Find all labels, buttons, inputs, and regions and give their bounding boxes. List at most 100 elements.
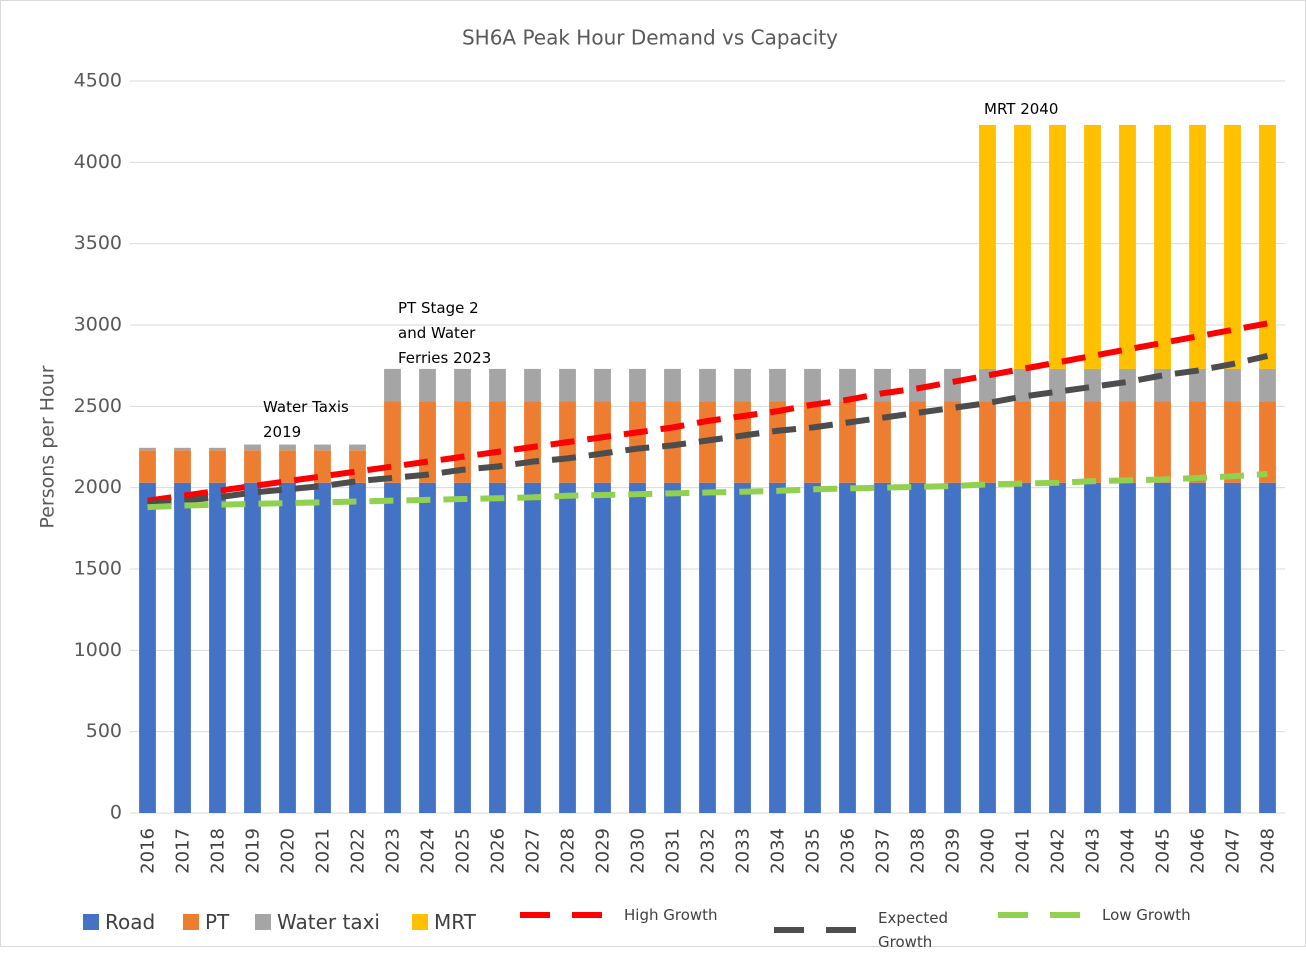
bar-segment [1189, 401, 1206, 483]
bar-segment [454, 368, 471, 402]
bar-segment [769, 401, 786, 483]
annotation: MRT 2040 [984, 97, 1058, 122]
x-tick-label: 2033 [733, 828, 754, 874]
bar-segment [419, 482, 436, 813]
x-tick-label: 2032 [698, 828, 719, 874]
y-tick-label: 4500 [74, 70, 122, 92]
bar-segment [664, 401, 681, 483]
bar-segment [1049, 124, 1066, 369]
bar-segment [489, 482, 506, 813]
bar-segment [769, 368, 786, 402]
bar-segment [244, 444, 261, 451]
bar-segment [1154, 401, 1171, 483]
bar-segment [349, 482, 366, 813]
bar-segment [1084, 401, 1101, 483]
bar-segment [734, 368, 751, 402]
x-tick-label: 2022 [348, 828, 369, 874]
bar-segment [1224, 124, 1241, 369]
x-tick-label: 2035 [803, 828, 824, 874]
bar-segment [1259, 482, 1276, 813]
bar-segment [454, 482, 471, 813]
bar-segment [1189, 368, 1206, 402]
bar-segment [139, 447, 156, 451]
bar-segment [909, 368, 926, 402]
bar-segment [1049, 368, 1066, 402]
x-tick-label: 2021 [313, 828, 334, 874]
bar-segment [979, 124, 996, 369]
bar-segment [244, 450, 261, 483]
bar-segment [1189, 482, 1206, 813]
legend-line [774, 927, 864, 933]
y-tick-label: 1000 [74, 639, 122, 661]
legend-item: Low Growth [998, 906, 1191, 924]
bar-segment [174, 447, 191, 451]
bar-segment [1014, 401, 1031, 483]
bar-segment [1119, 482, 1136, 813]
x-tick-label: 2042 [1048, 828, 1069, 874]
legend-item: Water taxi [255, 910, 380, 934]
legend-line [998, 912, 1088, 918]
legend-swatch [183, 914, 199, 930]
y-tick-label: 4000 [74, 151, 122, 173]
bar-segment [1224, 482, 1241, 813]
bar-segment [1119, 124, 1136, 369]
y-tick-label: 500 [86, 720, 122, 742]
bar-segment [734, 401, 751, 483]
bar-segment [1259, 401, 1276, 483]
bar-segment [139, 482, 156, 813]
bar-segment [1259, 368, 1276, 402]
annotation-line: Ferries 2023 [398, 349, 492, 367]
bar-segment [629, 482, 646, 813]
bar-segment [1119, 401, 1136, 483]
bar-segment [314, 450, 331, 483]
bar-segment [489, 368, 506, 402]
x-tick-label: 2024 [418, 828, 439, 874]
bar-segment [1049, 482, 1066, 813]
legend-label: PT [205, 910, 230, 934]
x-tick-label: 2034 [768, 828, 789, 874]
bar-segment [279, 444, 296, 451]
x-tick-label: 2037 [873, 828, 894, 874]
chart-title: SH6A Peak Hour Demand vs Capacity [462, 26, 838, 50]
bar-segment [1189, 124, 1206, 369]
x-tick-label: 2031 [663, 828, 684, 874]
bar-segment [909, 482, 926, 813]
bar-segment [1154, 124, 1171, 369]
annotation-line: Water Taxis [263, 398, 349, 416]
bar-segment [664, 368, 681, 402]
legend-label: MRT [434, 910, 476, 934]
bar-segment [594, 482, 611, 813]
x-tick-label: 2045 [1153, 828, 1174, 874]
x-tick-label: 2018 [208, 828, 229, 874]
bar-segment [349, 444, 366, 451]
bar-segment [804, 401, 821, 483]
y-tick-label: 2000 [74, 476, 122, 498]
x-tick-label: 2025 [453, 828, 474, 874]
bar-segment [839, 482, 856, 813]
growth-line [147, 320, 1269, 504]
x-tick-label: 2030 [628, 828, 649, 874]
bar-segment [524, 368, 541, 402]
bar-segment [384, 482, 401, 813]
bar-segment [804, 368, 821, 402]
annotation-line: and Water [398, 324, 476, 342]
bar-segment [944, 401, 961, 483]
bar-segment [1084, 368, 1101, 402]
x-tick-label: 2028 [558, 828, 579, 874]
bar-segment [944, 482, 961, 813]
bar-segment [314, 482, 331, 813]
bar-segment [874, 482, 891, 813]
bar-segment [489, 401, 506, 483]
x-tick-label: 2044 [1118, 828, 1139, 874]
x-tick-label: 2027 [523, 828, 544, 874]
bar-segment [874, 368, 891, 402]
annotation: Water Taxis 2019 [263, 395, 349, 445]
annotation: PT Stage 2 and Water Ferries 2023 [398, 296, 491, 371]
bar-segment [1014, 368, 1031, 402]
bar-segment [524, 401, 541, 483]
x-tick-label: 2026 [488, 828, 509, 874]
legend-item: Road [83, 910, 155, 934]
x-tick-label: 2043 [1083, 828, 1104, 874]
y-axis-label: Persons per Hour [37, 365, 59, 528]
